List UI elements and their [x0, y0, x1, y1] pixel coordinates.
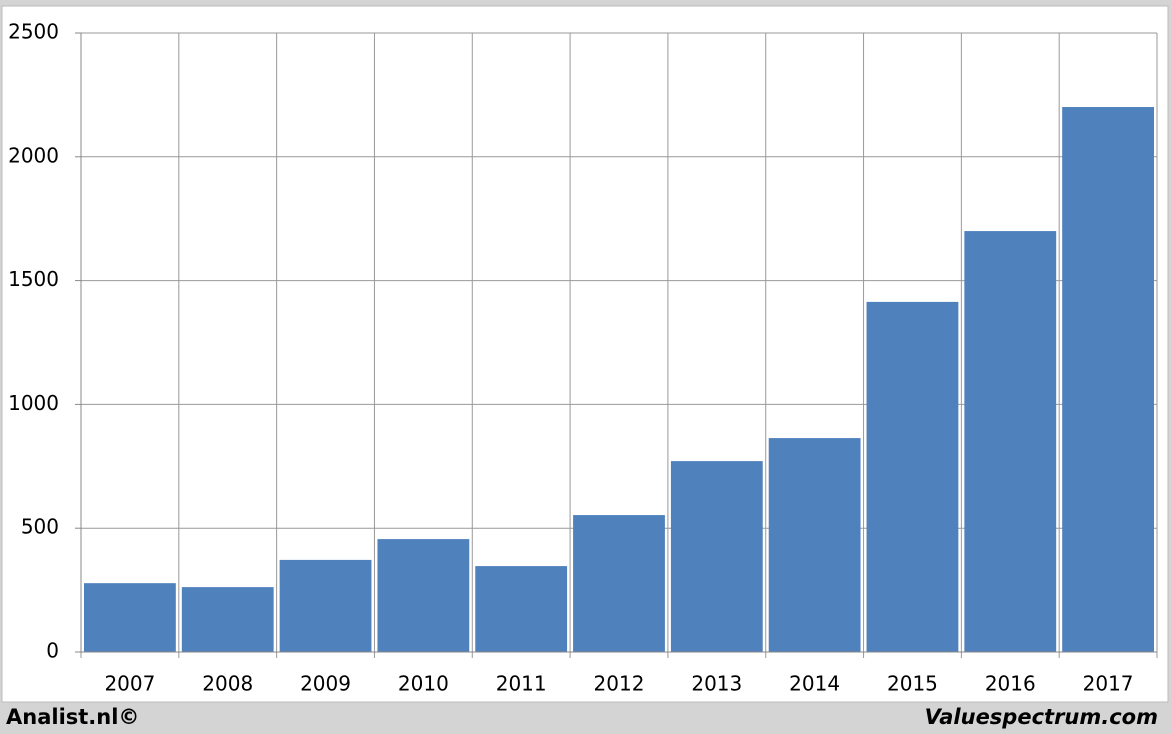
bar — [964, 231, 1057, 652]
bar — [84, 583, 176, 652]
bar — [670, 461, 763, 652]
bar — [181, 587, 274, 652]
x-tick-label: 2017 — [1083, 672, 1134, 696]
footer-left: Analist.nl© — [6, 705, 139, 729]
x-tick-label: 2015 — [887, 672, 938, 696]
x-tick-label: 2011 — [496, 672, 547, 696]
bar — [377, 539, 470, 652]
y-tick-label: 1500 — [8, 267, 59, 291]
y-tick-label: 1000 — [8, 391, 59, 415]
x-tick-label: 2009 — [300, 672, 351, 696]
bar — [768, 438, 861, 652]
y-tick-label: 2000 — [8, 143, 59, 167]
x-tick-label: 2013 — [691, 672, 742, 696]
x-tick-label: 2010 — [398, 672, 449, 696]
x-tick-label: 2014 — [789, 672, 840, 696]
bar — [475, 566, 568, 652]
bar — [866, 301, 959, 652]
footer-right: Valuespectrum.com — [925, 705, 1158, 729]
x-tick-label: 2007 — [104, 672, 155, 696]
bar — [279, 559, 372, 652]
x-tick-label: 2012 — [594, 672, 645, 696]
x-tick-label: 2016 — [985, 672, 1036, 696]
y-tick-label: 2500 — [8, 20, 59, 44]
x-tick-label: 2008 — [202, 672, 253, 696]
y-tick-label: 0 — [46, 639, 59, 663]
y-tick-label: 500 — [21, 515, 59, 539]
bar — [573, 515, 665, 652]
bar — [1062, 107, 1154, 652]
